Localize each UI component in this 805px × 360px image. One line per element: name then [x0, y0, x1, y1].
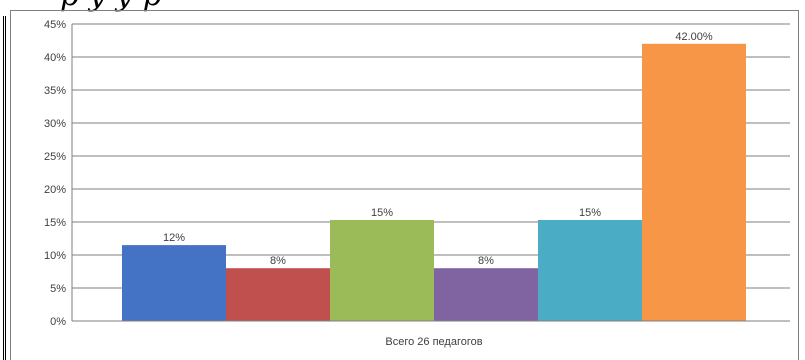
- y-tick-label: 40%: [44, 52, 66, 64]
- category-label: Всего 26 педагогов: [385, 336, 482, 348]
- data-label-2: 8%: [270, 255, 286, 267]
- y-tick-label: 30%: [44, 118, 66, 130]
- bar-4: [434, 268, 538, 321]
- data-label-6: 42.00%: [675, 31, 713, 43]
- y-tick-label: 25%: [44, 151, 66, 163]
- bar-1: [122, 245, 226, 321]
- y-tick-label: 45%: [44, 19, 66, 31]
- y-tick-label: 0%: [50, 316, 66, 328]
- bar-3: [330, 220, 434, 321]
- y-tick-label: 15%: [44, 217, 66, 229]
- data-labels: 12% 8% 15% 8% 15% 42.00%: [163, 31, 713, 267]
- data-label-1: 12%: [163, 232, 185, 244]
- page-edge-lines: [3, 16, 6, 360]
- x-axis: Всего 26 педагогов: [72, 320, 790, 348]
- bars: [122, 43, 746, 322]
- bar-5: [538, 220, 642, 321]
- y-tick-label: 20%: [44, 184, 66, 196]
- y-axis-ticks: 0% 5% 10% 15% 20% 25% 30% 35% 40% 45%: [44, 19, 66, 328]
- data-label-3: 15%: [371, 207, 393, 219]
- y-tick-label: 10%: [44, 250, 66, 262]
- bar-6: [642, 43, 746, 322]
- y-tick-label: 5%: [50, 283, 66, 295]
- data-label-5: 15%: [579, 207, 601, 219]
- cropped-heading-text: р у у р: [60, 0, 162, 13]
- y-tick-label: 35%: [44, 85, 66, 97]
- data-label-4: 8%: [478, 255, 494, 267]
- chart-frame: [10, 10, 799, 360]
- bar-2: [226, 268, 330, 321]
